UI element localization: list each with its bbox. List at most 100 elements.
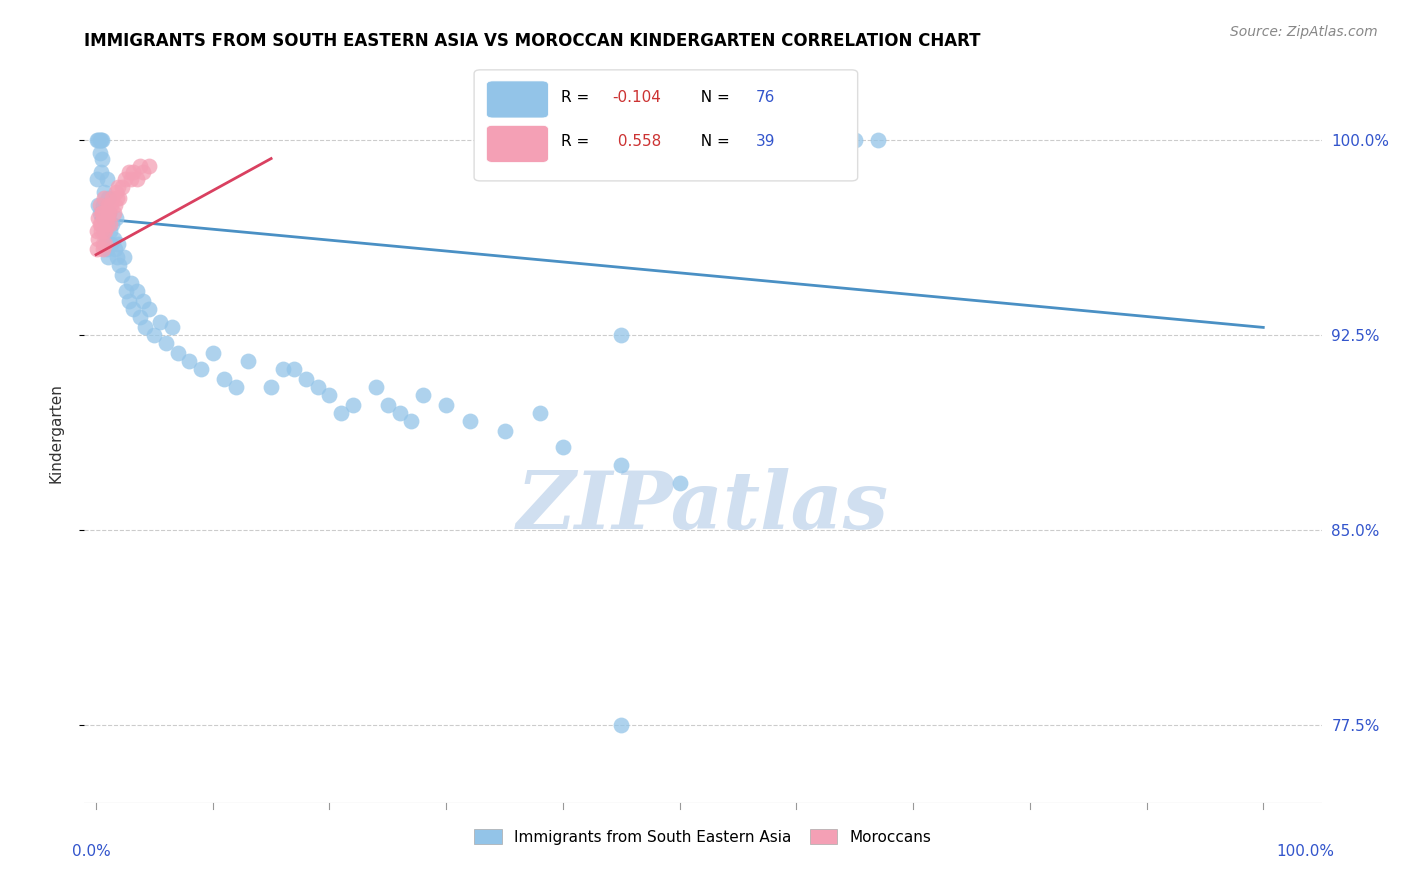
Point — [97, 198, 120, 212]
Point — [104, 211, 127, 226]
Point — [132, 294, 155, 309]
Point — [103, 206, 125, 220]
Point — [104, 198, 127, 212]
Point — [90, 217, 112, 231]
Point — [271, 362, 294, 376]
Legend: Immigrants from South Eastern Asia, Moroccans: Immigrants from South Eastern Asia, Moro… — [468, 822, 938, 851]
Point — [87, 211, 110, 226]
Point — [307, 380, 329, 394]
Point — [94, 224, 117, 238]
Text: -0.104: -0.104 — [613, 90, 662, 104]
Point — [111, 268, 134, 283]
Point — [90, 152, 112, 166]
Point — [101, 190, 124, 204]
Text: 0.558: 0.558 — [613, 134, 661, 149]
Point — [100, 198, 122, 212]
Point — [118, 164, 141, 178]
Point — [118, 294, 141, 309]
Point — [90, 164, 112, 178]
Point — [610, 328, 633, 343]
Point — [114, 172, 136, 186]
Text: 0.0%: 0.0% — [72, 844, 111, 858]
Text: N =: N = — [690, 134, 734, 149]
Point — [96, 243, 118, 257]
FancyBboxPatch shape — [486, 126, 548, 162]
Point — [91, 198, 114, 212]
Point — [166, 346, 188, 360]
Point — [108, 190, 131, 204]
Point — [89, 133, 111, 147]
Point — [225, 380, 247, 394]
Y-axis label: Kindergarten: Kindergarten — [49, 383, 63, 483]
Text: 100.0%: 100.0% — [1277, 844, 1334, 858]
Point — [90, 206, 112, 220]
Point — [94, 237, 117, 252]
Text: ZIPatlas: ZIPatlas — [517, 468, 889, 545]
Point — [610, 718, 633, 732]
Point — [143, 328, 166, 343]
Text: R =: R = — [561, 134, 593, 149]
Point — [98, 224, 121, 238]
Text: IMMIGRANTS FROM SOUTH EASTERN ASIA VS MOROCCAN KINDERGARTEN CORRELATION CHART: IMMIGRANTS FROM SOUTH EASTERN ASIA VS MO… — [84, 32, 981, 50]
Point — [97, 206, 120, 220]
Point — [330, 406, 353, 420]
Point — [93, 186, 115, 200]
Point — [90, 133, 112, 147]
Point — [844, 133, 866, 147]
Point — [87, 232, 110, 246]
Point — [94, 211, 117, 226]
Point — [201, 346, 224, 360]
Point — [89, 206, 111, 220]
Point — [101, 217, 124, 231]
Point — [610, 458, 633, 472]
Point — [120, 172, 142, 186]
Point — [87, 198, 110, 212]
Text: N =: N = — [690, 90, 734, 104]
Point — [98, 217, 121, 231]
Point — [86, 172, 108, 186]
Point — [86, 133, 108, 147]
Point — [160, 320, 183, 334]
Point — [458, 414, 481, 428]
Point — [377, 398, 399, 412]
Point — [388, 406, 411, 420]
Point — [93, 190, 115, 204]
Point — [214, 372, 236, 386]
Point — [120, 277, 142, 291]
Point — [434, 398, 457, 412]
Point — [86, 224, 108, 238]
Point — [89, 217, 111, 231]
Point — [104, 186, 127, 200]
Point — [115, 284, 138, 298]
Point — [105, 250, 128, 264]
Point — [112, 250, 135, 264]
Point — [87, 133, 110, 147]
Point — [97, 190, 120, 204]
Point — [97, 250, 120, 264]
Point — [91, 237, 114, 252]
Point — [91, 243, 114, 257]
Point — [89, 198, 111, 212]
Point — [93, 224, 115, 238]
Point — [155, 336, 177, 351]
Point — [190, 362, 212, 376]
Point — [90, 206, 112, 220]
Point — [129, 310, 152, 324]
Point — [138, 302, 160, 317]
Point — [96, 211, 118, 226]
Point — [132, 164, 155, 178]
Point — [134, 320, 156, 334]
Point — [295, 372, 318, 386]
Point — [318, 388, 340, 402]
Point — [107, 180, 129, 194]
Point — [138, 159, 160, 173]
Point — [125, 172, 148, 186]
Point — [122, 302, 145, 317]
Point — [96, 217, 118, 231]
Point — [179, 354, 201, 368]
Point — [551, 440, 574, 454]
Text: Source: ZipAtlas.com: Source: ZipAtlas.com — [1230, 25, 1378, 39]
Point — [260, 380, 283, 394]
Point — [108, 258, 131, 272]
Point — [107, 237, 129, 252]
